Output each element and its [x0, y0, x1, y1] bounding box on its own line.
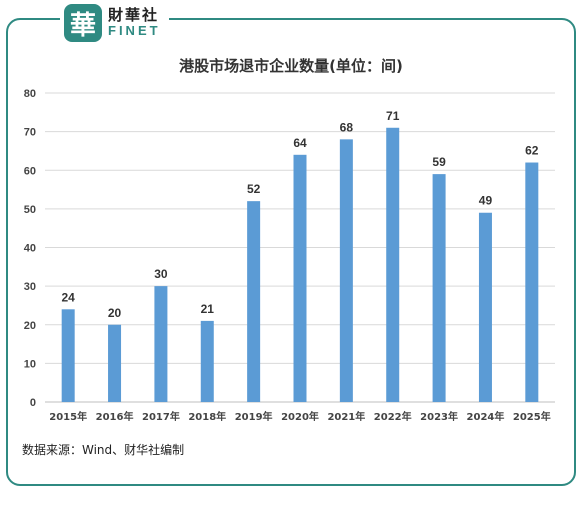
x-tick-label: 2022年 — [374, 410, 412, 423]
y-tick-label: 10 — [24, 358, 36, 370]
data-label: 20 — [108, 306, 122, 320]
bar — [108, 324, 122, 402]
bar — [293, 154, 307, 402]
source-note: 数据来源：Wind、财华社编制 — [22, 443, 185, 457]
brand-name-en: FINET — [108, 23, 161, 39]
x-tick-label: 2024年 — [467, 410, 505, 423]
brand-name-cn: 財華社 — [108, 6, 160, 25]
x-tick-label: 2017年 — [142, 410, 180, 423]
bars — [61, 127, 539, 402]
data-label: 59 — [432, 155, 446, 169]
x-tick-label: 2018年 — [188, 410, 226, 423]
x-tick-label: 2015年 — [49, 410, 87, 423]
bar — [154, 286, 168, 402]
x-tick-label: 2021年 — [327, 410, 365, 423]
bar — [386, 127, 400, 402]
bar — [200, 320, 214, 402]
x-tick-label: 2025年 — [513, 410, 551, 423]
y-tick-label: 80 — [24, 88, 36, 100]
x-tick-label: 2019年 — [235, 410, 273, 423]
chart-title: 港股市场退市企业数量(单位：间) — [179, 57, 403, 75]
y-tick-label: 50 — [24, 204, 36, 216]
data-labels: 24 20 30 21 52 64 68 71 59 49 62 — [62, 109, 539, 320]
data-label: 21 — [201, 302, 215, 316]
bar — [61, 309, 75, 402]
x-axis-ticks: 2015年 2016年 2017年 2018年 2019年 2020年 2021年 2022年… — [49, 410, 550, 423]
brand-logo: 華 財華社 FINET — [60, 2, 169, 44]
y-tick-label: 0 — [30, 397, 36, 409]
bar — [478, 212, 492, 402]
y-tick-label: 30 — [24, 281, 36, 293]
data-label: 24 — [62, 290, 76, 304]
data-label: 71 — [386, 109, 400, 123]
bar — [432, 174, 446, 402]
x-tick-label: 2020年 — [281, 410, 319, 423]
x-tick-label: 2016年 — [96, 410, 134, 423]
data-label: 52 — [247, 182, 261, 196]
data-label: 49 — [479, 194, 493, 208]
bar — [525, 162, 539, 402]
bar — [339, 139, 353, 402]
brand-badge-icon: 華 — [64, 4, 102, 42]
y-tick-label: 70 — [24, 127, 36, 139]
brand-text: 財華社 FINET — [108, 6, 161, 39]
x-tick-label: 2023年 — [420, 410, 458, 423]
y-tick-label: 20 — [24, 320, 36, 332]
y-axis-ticks: 0 10 20 30 40 50 60 70 80 — [24, 88, 36, 409]
y-tick-label: 60 — [24, 165, 36, 177]
bar — [247, 201, 261, 402]
data-label: 30 — [154, 267, 168, 281]
y-tick-label: 40 — [24, 243, 36, 255]
data-label: 64 — [293, 136, 307, 150]
data-label: 68 — [340, 120, 354, 134]
data-label: 62 — [525, 144, 539, 158]
